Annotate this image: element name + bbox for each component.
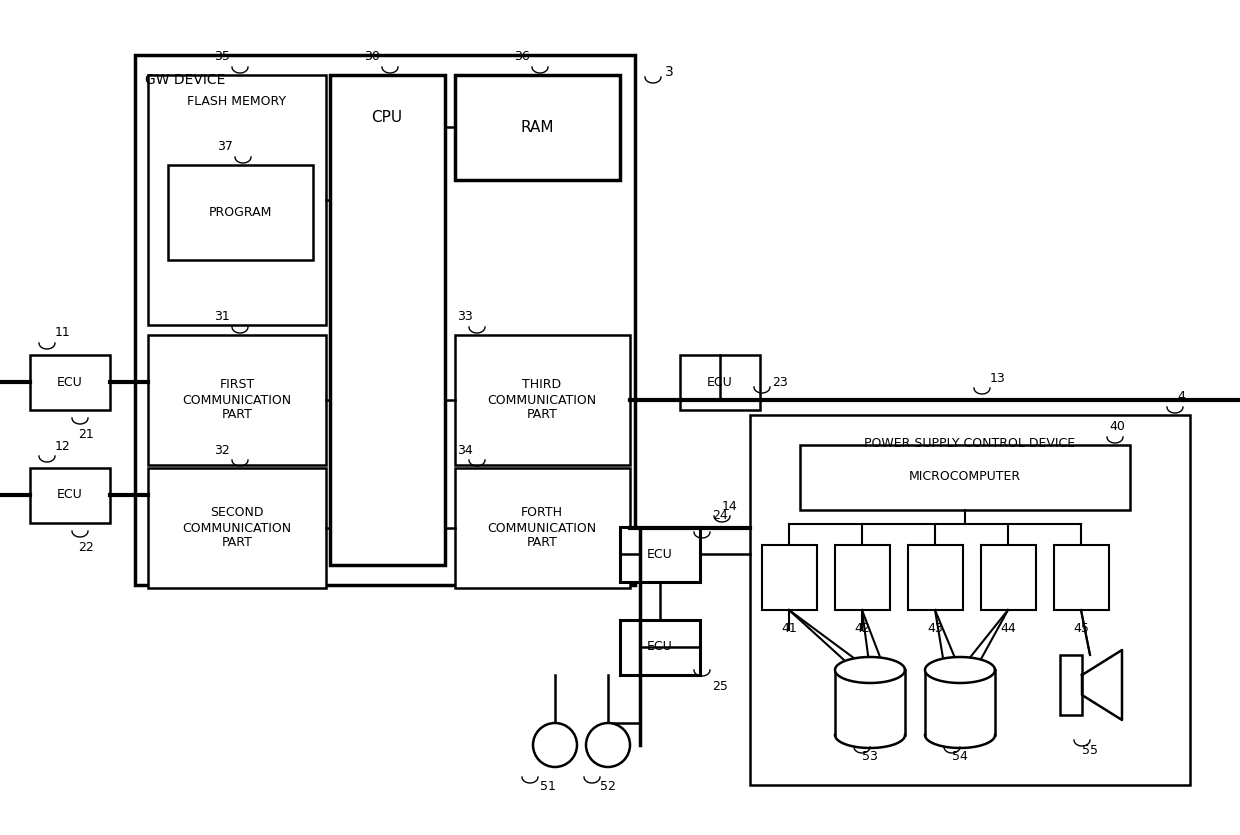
Text: FORTH
COMMUNICATION
PART: FORTH COMMUNICATION PART bbox=[487, 507, 596, 549]
Text: 40: 40 bbox=[1109, 421, 1125, 433]
Bar bbox=[30, 355, 110, 410]
Text: 13: 13 bbox=[990, 372, 1006, 384]
Bar bbox=[30, 468, 110, 523]
Text: 34: 34 bbox=[458, 443, 472, 457]
Bar bbox=[763, 545, 817, 610]
Text: 12: 12 bbox=[55, 439, 71, 453]
Bar bbox=[455, 335, 630, 465]
Polygon shape bbox=[925, 657, 994, 683]
Bar bbox=[148, 335, 326, 465]
Text: 55: 55 bbox=[1083, 743, 1097, 757]
Text: 31: 31 bbox=[215, 311, 229, 323]
Text: ECU: ECU bbox=[647, 548, 673, 560]
Text: PROGRAM: PROGRAM bbox=[208, 205, 272, 219]
Text: 25: 25 bbox=[712, 680, 728, 693]
Bar bbox=[750, 415, 1190, 785]
Bar bbox=[620, 527, 701, 582]
Text: 11: 11 bbox=[55, 326, 71, 340]
Bar bbox=[455, 75, 620, 180]
Text: 44: 44 bbox=[1001, 621, 1016, 635]
Bar bbox=[455, 468, 630, 588]
Text: 53: 53 bbox=[862, 751, 878, 763]
Bar bbox=[167, 165, 312, 260]
Bar bbox=[680, 355, 760, 410]
Text: ECU: ECU bbox=[707, 376, 733, 388]
Text: 42: 42 bbox=[854, 621, 870, 635]
Text: 14: 14 bbox=[722, 499, 738, 513]
Text: 3: 3 bbox=[665, 65, 673, 79]
Text: 23: 23 bbox=[773, 376, 787, 388]
Text: 41: 41 bbox=[781, 621, 797, 635]
Text: 24: 24 bbox=[712, 509, 728, 522]
Bar bbox=[981, 545, 1035, 610]
Text: 4: 4 bbox=[1177, 391, 1185, 403]
Bar bbox=[148, 75, 326, 325]
Bar bbox=[835, 545, 890, 610]
Circle shape bbox=[587, 723, 630, 767]
Text: ECU: ECU bbox=[647, 640, 673, 654]
Text: CPU: CPU bbox=[372, 110, 403, 125]
Text: FLASH MEMORY: FLASH MEMORY bbox=[187, 95, 286, 108]
Text: MICROCOMPUTER: MICROCOMPUTER bbox=[909, 470, 1021, 483]
Text: ECU: ECU bbox=[57, 488, 83, 502]
Bar bbox=[908, 545, 963, 610]
Text: 36: 36 bbox=[515, 50, 529, 63]
Text: GW DEVICE: GW DEVICE bbox=[145, 73, 226, 87]
Bar bbox=[148, 468, 326, 588]
Text: 22: 22 bbox=[78, 541, 94, 554]
Text: 37: 37 bbox=[217, 140, 233, 154]
Bar bbox=[620, 620, 701, 675]
Text: 54: 54 bbox=[952, 751, 968, 763]
Text: 21: 21 bbox=[78, 428, 94, 441]
Bar bbox=[1060, 655, 1083, 715]
Polygon shape bbox=[835, 657, 905, 683]
Text: 51: 51 bbox=[539, 781, 556, 793]
Text: 33: 33 bbox=[458, 311, 472, 323]
Bar bbox=[800, 445, 1130, 510]
Bar bbox=[1054, 545, 1109, 610]
Text: RAM: RAM bbox=[521, 119, 554, 134]
Text: 43: 43 bbox=[928, 621, 942, 635]
Text: THIRD
COMMUNICATION
PART: THIRD COMMUNICATION PART bbox=[487, 378, 596, 422]
Text: 30: 30 bbox=[365, 50, 379, 63]
Text: 45: 45 bbox=[1073, 621, 1089, 635]
Polygon shape bbox=[925, 670, 994, 735]
Text: POWER SUPPLY CONTROL DEVICE: POWER SUPPLY CONTROL DEVICE bbox=[864, 437, 1075, 450]
Polygon shape bbox=[835, 670, 905, 735]
Bar bbox=[330, 75, 445, 565]
Text: 52: 52 bbox=[600, 781, 616, 793]
Bar bbox=[135, 55, 635, 585]
Text: SECOND
COMMUNICATION
PART: SECOND COMMUNICATION PART bbox=[182, 507, 291, 549]
Text: 35: 35 bbox=[215, 50, 229, 63]
Text: FIRST
COMMUNICATION
PART: FIRST COMMUNICATION PART bbox=[182, 378, 291, 422]
Text: ECU: ECU bbox=[57, 376, 83, 388]
Circle shape bbox=[533, 723, 577, 767]
Text: 32: 32 bbox=[215, 443, 229, 457]
